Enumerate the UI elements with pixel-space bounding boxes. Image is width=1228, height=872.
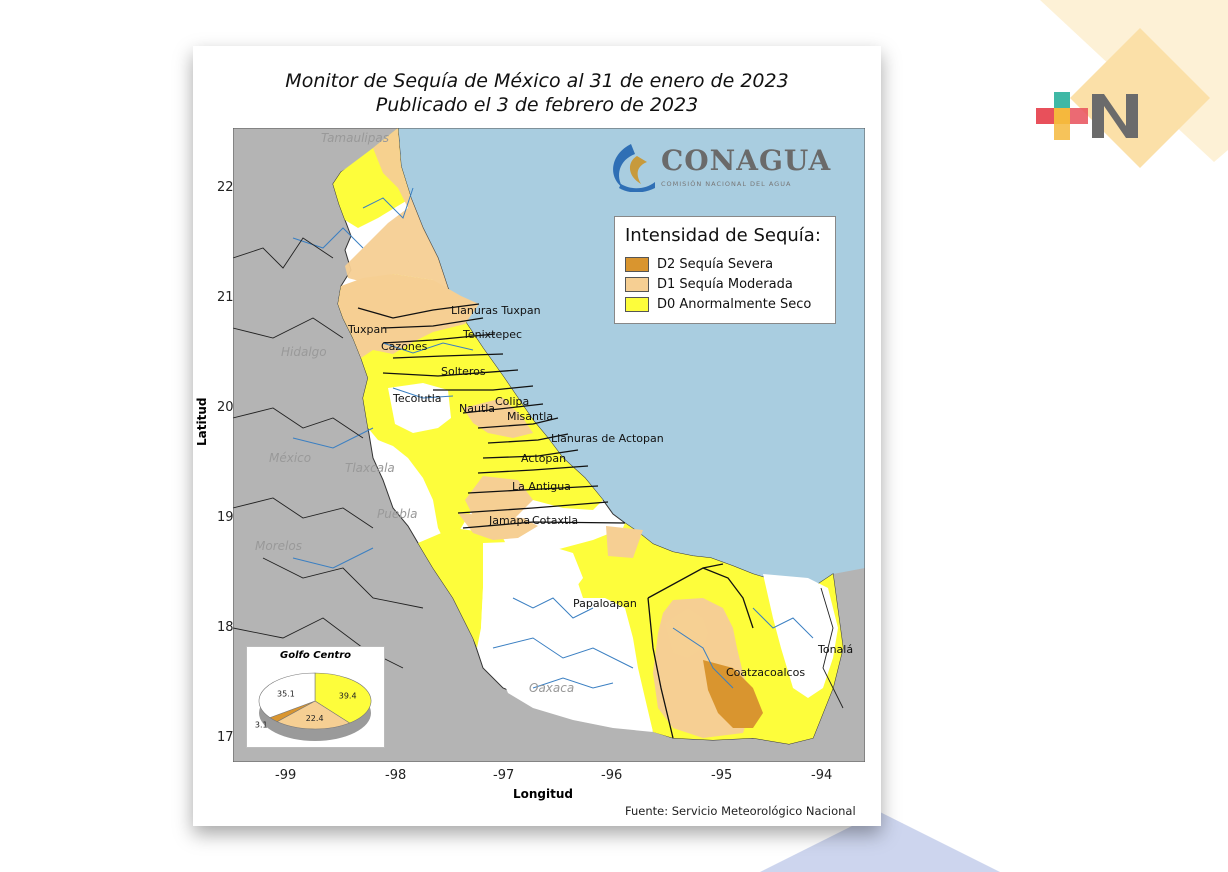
basin-label: Nautla: [459, 402, 495, 415]
state-label-hidalgo: Hidalgo: [281, 345, 327, 359]
basin-label: Misantla: [507, 410, 553, 423]
basin-label: Tuxpan: [347, 323, 387, 336]
pie-slice-sin-sequía: [258, 672, 316, 718]
x-tick: -94: [811, 768, 833, 783]
no-drought-tecolutla: [388, 383, 451, 433]
pie-title: Golfo Centro: [279, 650, 352, 661]
map-title: Monitor de Sequía de México al 31 de ene…: [285, 70, 789, 92]
basin-label: Tenixtepec: [462, 328, 522, 341]
conagua-subtitle: COMISIÓN NACIONAL DEL AGUA: [661, 180, 792, 188]
legend-title: Intensidad de Sequía:: [625, 225, 821, 246]
basin-boundaries: [357, 303, 754, 739]
pie-slice-d1: [276, 700, 351, 730]
pie-data-label: 35.1: [277, 689, 295, 698]
state-label-mexico: México: [269, 451, 311, 465]
basin-label: Solteros: [441, 365, 486, 378]
pie-data-label: 22.4: [306, 714, 324, 723]
basin-label: Tonalá: [817, 643, 853, 656]
d1-tuxpan: [338, 274, 479, 358]
x-tick: -95: [711, 768, 733, 783]
state-label-morelos: Morelos: [255, 539, 302, 553]
d1-east-spot: [606, 526, 643, 558]
state-label-puebla: Puebla: [377, 507, 418, 521]
logo-icon: [1036, 92, 1138, 140]
pie-data-label: 39.4: [339, 692, 357, 701]
basin-label: Tecolutla: [392, 392, 442, 405]
y-tick: 22: [217, 180, 234, 195]
state-boundaries: [233, 237, 844, 709]
y-axis-label: Latitud: [195, 397, 209, 446]
no-drought-papaloapan-1: [481, 541, 583, 676]
d2-coatzacoalcos: [703, 660, 763, 728]
no-drought-tonala: [763, 574, 838, 698]
d1-jamapa: [458, 513, 538, 540]
rivers: [292, 187, 814, 689]
legend-swatch: [625, 277, 649, 292]
basin-label: Coatzacoalcos: [726, 666, 805, 679]
conagua-name: CONAGUA: [661, 144, 832, 177]
no-drought-papaloapan-2: [493, 648, 653, 732]
drought-legend: Intensidad de Sequía: D2 Sequía Severa D…: [614, 216, 836, 324]
y-tick: 19: [217, 510, 234, 525]
x-tick: -99: [275, 768, 297, 783]
legend-item-d1: D1 Sequía Moderada: [625, 277, 793, 292]
source-note: Fuente: Servicio Meteorológico Nacional: [625, 804, 856, 818]
site-logo[interactable]: [1036, 92, 1142, 140]
conagua-emblem-icon: [613, 144, 655, 193]
pie-data-label: 3.1: [255, 720, 268, 729]
basin-label: Actopan: [521, 452, 566, 465]
pie-inset: Golfo Centro 39.4 22.4 3.1 35.1: [246, 646, 385, 748]
x-tick: -98: [385, 768, 407, 783]
legend-swatch: [625, 297, 649, 312]
pie-slice-d0: [314, 672, 372, 724]
legend-swatch: [625, 257, 649, 272]
pie-chart: 39.4 22.4 3.1 35.1: [255, 672, 372, 741]
x-tick: -96: [601, 768, 623, 783]
state-label-oaxaca: Oaxaca: [529, 681, 574, 695]
legend-item-d0: D0 Anormalmente Seco: [625, 297, 811, 312]
state-label-tamaulipas: Tamaulipas: [321, 131, 389, 145]
y-tick: 17: [217, 730, 234, 745]
map-subtitle: Publicado el 3 de febrero de 2023: [375, 94, 699, 116]
y-tick: 21: [217, 290, 234, 305]
basin-label: Llanuras de Actopan: [551, 432, 664, 445]
basin-label: Llanuras Tuxpan: [451, 304, 541, 317]
basin-label: La Antigua: [512, 480, 571, 493]
d1-west-spot: [665, 608, 708, 658]
x-axis-label: Longitud: [513, 787, 574, 801]
basin-label: Jamapa: [488, 514, 530, 527]
basin-label: Papaloapan: [573, 597, 637, 610]
x-tick: -97: [493, 768, 515, 783]
state-label-tlaxcala: Tlaxcala: [345, 461, 395, 475]
d1-north: [345, 128, 448, 303]
basin-label: Colipa: [495, 395, 529, 408]
legend-item-d2: D2 Sequía Severa: [625, 257, 773, 272]
basin-label: Cazones: [381, 340, 428, 353]
conagua-logo: CONAGUA COMISIÓN NACIONAL DEL AGUA: [601, 140, 830, 196]
drought-map-card: Monitor de Sequía de México al 31 de ene…: [193, 46, 881, 826]
y-tick: 20: [217, 400, 234, 415]
basin-label: Cotaxtla: [532, 514, 578, 527]
y-tick: 18: [217, 620, 234, 635]
